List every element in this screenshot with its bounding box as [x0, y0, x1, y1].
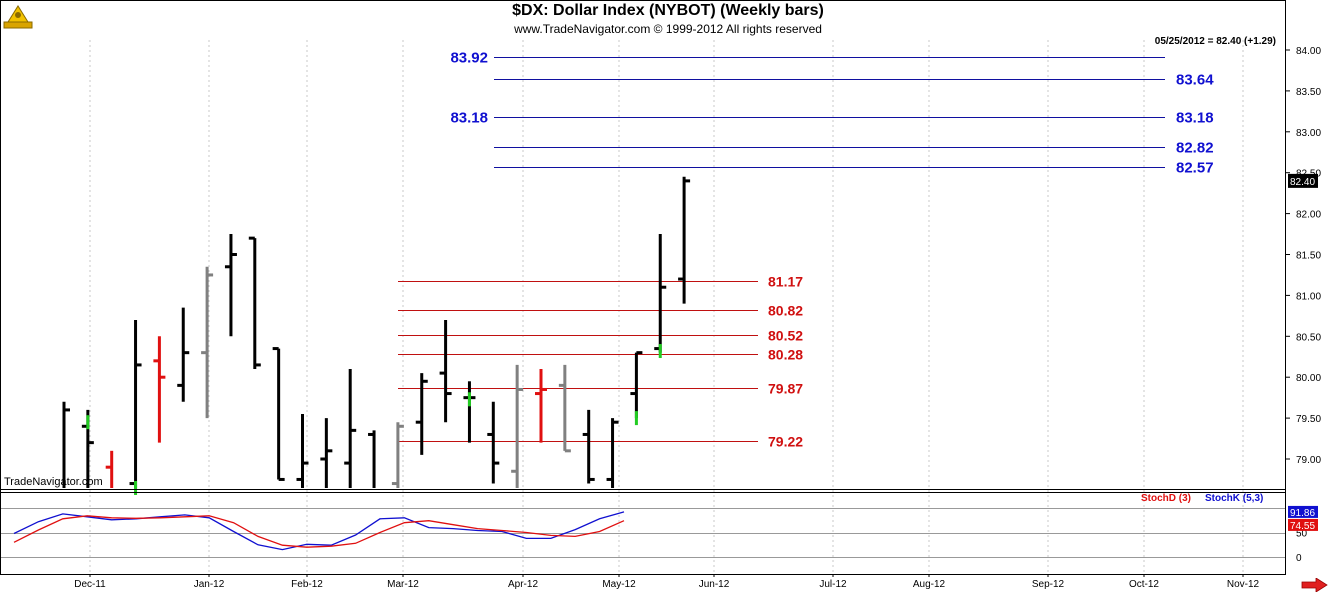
- y-tick-label: 79.50: [1296, 414, 1321, 425]
- y-tick-label: 80.50: [1296, 332, 1321, 343]
- resistance-level-label: 83.64: [1176, 72, 1214, 89]
- last-value-tag: [1288, 173, 1318, 188]
- y-tick-label: 84.00: [1296, 46, 1321, 57]
- support-level-label: 81.17: [768, 274, 803, 290]
- y-tick-label: 81.50: [1296, 251, 1321, 262]
- support-level-label: 79.22: [768, 434, 803, 450]
- osc-y-tick-label: 0: [1296, 553, 1302, 564]
- support-level-label: 79.87: [768, 381, 803, 397]
- plot-frame: [0, 0, 1286, 575]
- x-tick-label: Sep-12: [1032, 579, 1065, 590]
- x-tick-label: Jun-12: [699, 579, 730, 590]
- resistance-level-label: 83.18: [1176, 110, 1214, 127]
- y-tick-label: 81.00: [1296, 291, 1321, 302]
- grid: [89, 40, 1244, 572]
- last-price-info: 05/25/2012 = 82.40 (+1.29): [1154, 36, 1276, 47]
- tradenavigator-logo-icon: [3, 5, 33, 29]
- x-tick-label: Jan-12: [194, 579, 225, 590]
- stoch-line: [13, 511, 625, 551]
- support-level-label: 80.82: [768, 303, 803, 319]
- y-tick-label: 82.00: [1296, 210, 1321, 221]
- ohlc-bars: [62, 176, 691, 495]
- legend-stochd: StochD (3): [1141, 493, 1191, 504]
- stochk-tag: [1288, 505, 1318, 518]
- support-level-label: 80.52: [768, 328, 803, 344]
- scroll-right-arrow-icon[interactable]: [1300, 578, 1328, 592]
- stochastic-panel: StochD (3) StochK (5,3): [0, 493, 1286, 558]
- stochk-value-label: 91.86: [1290, 508, 1315, 519]
- x-tick-label: Dec-11: [74, 579, 106, 590]
- x-tick-label: Aug-12: [913, 579, 946, 590]
- osc-y-tick-label: 50: [1296, 529, 1308, 540]
- stochd-tag: [1288, 518, 1318, 531]
- watermark: TradeNavigator.com: [4, 476, 103, 488]
- chart-title: $DX: Dollar Index (NYBOT) (Weekly bars): [512, 2, 824, 19]
- x-tick-label: Jul-12: [819, 579, 847, 590]
- stoch-line: [13, 515, 625, 548]
- resistance-level-label: 83.92: [450, 50, 488, 67]
- x-tick-label: Nov-12: [1227, 579, 1260, 590]
- x-tick-label: Oct-12: [1129, 579, 1159, 590]
- resistance-level-label: 82.82: [1176, 140, 1214, 157]
- resistance-level-label: 83.18: [450, 110, 488, 127]
- y-tick-label: 80.00: [1296, 373, 1321, 384]
- support-level-label: 80.28: [768, 347, 803, 363]
- y-tick-label: 79.00: [1296, 455, 1321, 466]
- stochd-value-label: 74.55: [1290, 521, 1315, 532]
- resistance-level-label: 82.57: [1176, 160, 1214, 177]
- chart-subtitle: www.TradeNavigator.com © 1999-2012 All r…: [514, 22, 822, 36]
- x-tick-label: May-12: [602, 579, 636, 590]
- legend-stochk: StochK (5,3): [1205, 493, 1263, 504]
- x-tick-label: Feb-12: [291, 579, 323, 590]
- y-tick-label: 83.00: [1296, 128, 1321, 139]
- level-lines: 83.92 83.64 83.18 83.18 82.82 82.57 81.17 80.82…: [398, 50, 1214, 450]
- y-tick-label: 83.50: [1296, 87, 1321, 98]
- x-tick-label: Mar-12: [387, 579, 419, 590]
- x-tick-label: Apr-12: [508, 579, 538, 590]
- last-value-label: 82.40: [1290, 177, 1315, 188]
